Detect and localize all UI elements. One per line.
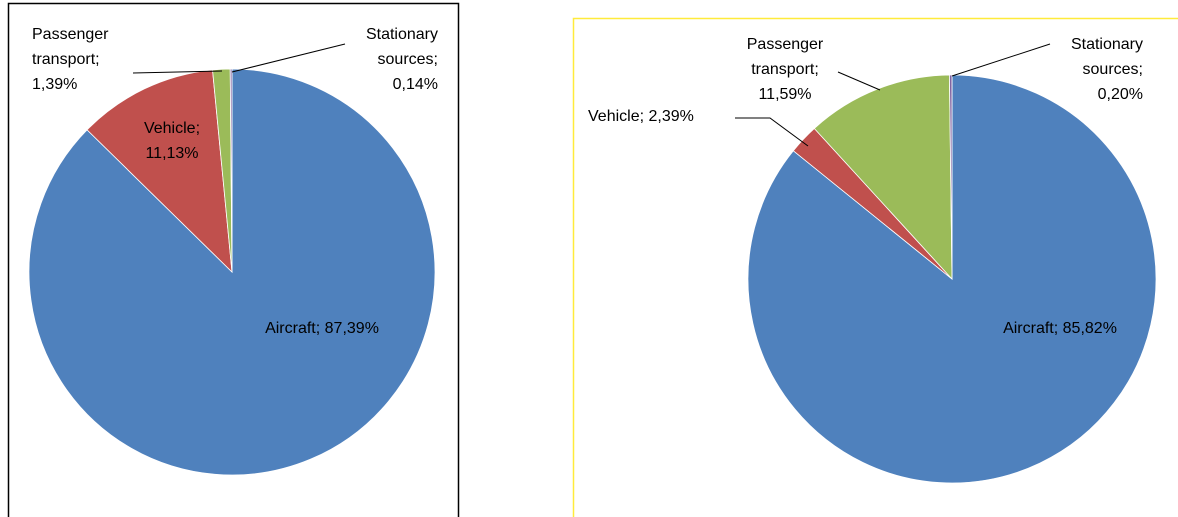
slice-label: Vehicle; 11,13% [127, 116, 217, 166]
slice-label: Stationary sources; 0,14% [338, 22, 438, 97]
panel-border [572, 17, 1178, 517]
pie-slice [949, 74, 953, 280]
value-label: 1,39% [32, 76, 78, 93]
category-name: Stationary sources [365, 26, 438, 68]
category-name: Vehicle [143, 120, 196, 137]
value-label: 0,20% [1097, 86, 1143, 103]
leader-line [837, 71, 881, 91]
slice-label: Passenger transport; 1,39% [32, 22, 132, 97]
label-separator: ; [1053, 320, 1059, 337]
slice-label: Passenger transport; 11,59% [730, 32, 840, 107]
slice-label: Aircraft; 85,82% [955, 316, 1165, 341]
leader-line [132, 70, 223, 74]
leader-line [231, 43, 346, 73]
label-separator: ; [814, 61, 819, 78]
value-label: 85,82% [1062, 320, 1117, 337]
value-label: 87,39% [324, 320, 379, 337]
label-separator: ; [1138, 61, 1143, 78]
slice-label: Vehicle; 2,39% [588, 104, 738, 129]
value-label: 11,59% [758, 86, 812, 103]
label-separator: ; [315, 320, 321, 337]
label-separator: ; [433, 51, 438, 68]
value-label: 11,13% [145, 145, 199, 162]
pie-slice [813, 74, 953, 281]
category-name: Aircraft [265, 320, 316, 337]
category-name: Passenger transport [32, 26, 109, 68]
value-label: 0,14% [392, 76, 438, 93]
slice-label: Aircraft; 87,39% [222, 316, 422, 341]
leader-line [951, 43, 1051, 77]
category-name: Vehicle [588, 108, 640, 125]
label-separator: ; [95, 51, 100, 68]
panel-border [7, 2, 460, 517]
label-separator: ; [639, 108, 645, 125]
category-name: Stationary sources [1070, 36, 1143, 78]
pie-slice [229, 68, 233, 273]
leader-line [735, 117, 809, 147]
category-name: Passenger transport [746, 36, 824, 78]
slice-label: Stationary sources; 0,20% [1043, 32, 1143, 107]
value-label: 2,39% [648, 108, 694, 125]
category-name: Aircraft [1003, 320, 1054, 337]
label-separator: ; [195, 120, 201, 137]
